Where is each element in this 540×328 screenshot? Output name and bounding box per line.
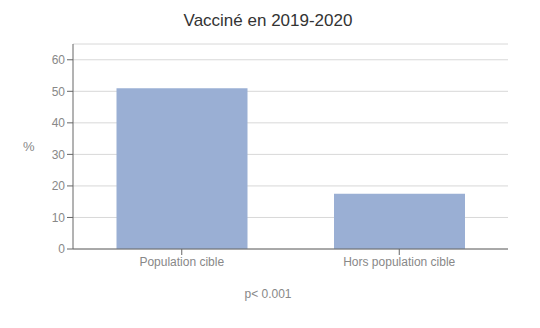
svg-text:Hors population cible: Hors population cible	[343, 255, 455, 269]
svg-text:%: %	[23, 139, 35, 154]
svg-text:20: 20	[52, 179, 66, 193]
svg-text:Population cible: Population cible	[139, 255, 224, 269]
svg-text:30: 30	[52, 148, 66, 162]
svg-text:0: 0	[58, 242, 65, 256]
svg-text:50: 50	[52, 85, 66, 99]
html-text:p< 0.001: p< 0.001	[244, 287, 292, 301]
svg-text:40: 40	[52, 116, 66, 130]
html-text:Vacciné en 2019-2020: Vacciné en 2019-2020	[183, 11, 353, 30]
svg-text:10: 10	[52, 211, 66, 225]
svg-text:60: 60	[52, 53, 66, 67]
